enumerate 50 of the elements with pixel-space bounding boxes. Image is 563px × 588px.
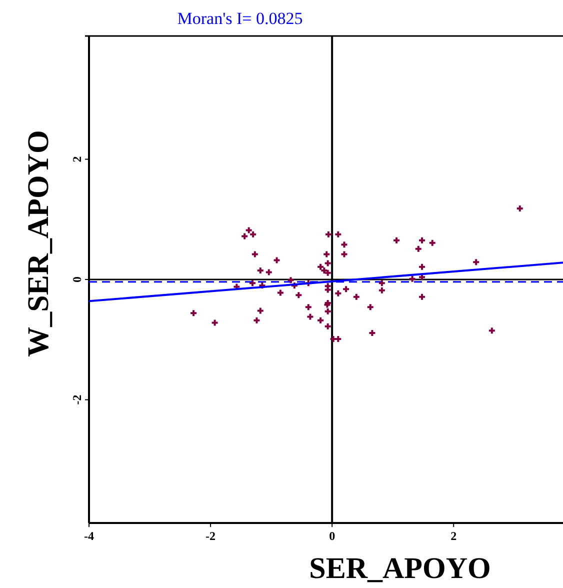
point bbox=[366, 303, 374, 312]
y-axis-title: W_SER_APOYO bbox=[22, 130, 55, 357]
y-tick-label: 0 bbox=[70, 276, 84, 282]
x-tick-label: -2 bbox=[206, 529, 216, 543]
point bbox=[324, 322, 332, 330]
point bbox=[272, 256, 281, 264]
point bbox=[316, 316, 325, 324]
point bbox=[322, 250, 331, 258]
point bbox=[428, 238, 436, 247]
x-tick-label: -4 bbox=[84, 529, 94, 543]
point bbox=[418, 236, 426, 244]
x-axis-title: SER_APOYO bbox=[309, 552, 491, 585]
y-tick-label: 2 bbox=[70, 156, 84, 162]
x-tick-label: 0 bbox=[329, 529, 336, 543]
point bbox=[408, 274, 416, 283]
point bbox=[418, 292, 426, 301]
point bbox=[378, 279, 386, 288]
point bbox=[324, 230, 332, 238]
point bbox=[316, 262, 325, 271]
point bbox=[488, 326, 496, 335]
point bbox=[276, 288, 284, 297]
point bbox=[324, 259, 332, 268]
point bbox=[210, 318, 219, 327]
point bbox=[334, 230, 342, 238]
point bbox=[190, 309, 198, 318]
y-tick-label: -2 bbox=[70, 394, 84, 405]
point bbox=[252, 316, 261, 324]
point bbox=[472, 258, 480, 266]
point bbox=[342, 285, 350, 294]
point bbox=[306, 312, 314, 321]
point bbox=[378, 286, 386, 294]
point bbox=[248, 279, 256, 288]
point bbox=[240, 232, 249, 240]
point bbox=[340, 250, 348, 258]
point bbox=[340, 240, 348, 249]
point bbox=[294, 291, 303, 300]
point bbox=[250, 250, 259, 258]
point bbox=[256, 306, 264, 315]
x-tick-label: 2 bbox=[450, 529, 457, 543]
point bbox=[414, 244, 422, 253]
point bbox=[352, 292, 360, 301]
point bbox=[264, 268, 273, 276]
point bbox=[334, 289, 342, 298]
point bbox=[323, 300, 332, 309]
point bbox=[304, 303, 312, 312]
point bbox=[324, 268, 332, 277]
chart-title: Moran's I= 0.0825 bbox=[177, 9, 303, 28]
point bbox=[418, 262, 426, 271]
point bbox=[304, 279, 312, 288]
point bbox=[324, 307, 332, 316]
